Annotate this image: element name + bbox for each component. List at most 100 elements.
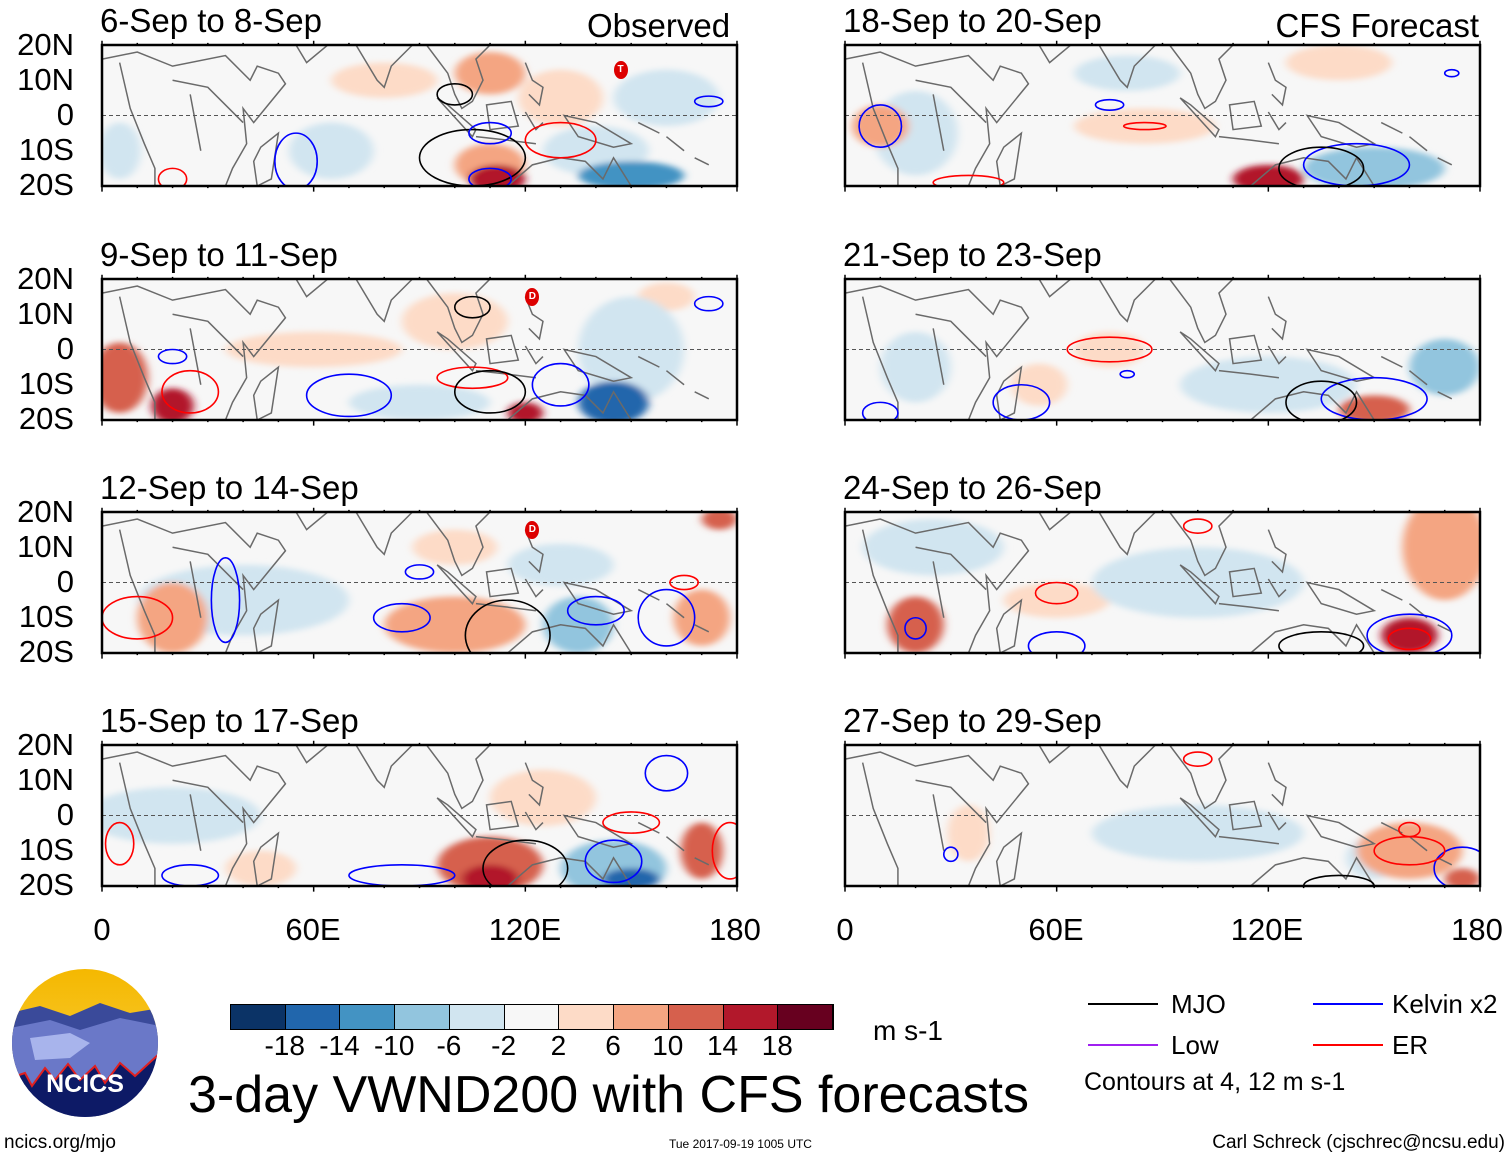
coastline bbox=[1381, 357, 1452, 399]
coastline bbox=[1268, 63, 1286, 105]
er-contour bbox=[1184, 752, 1212, 766]
wind-anomaly-region bbox=[1402, 512, 1480, 601]
coastline bbox=[173, 314, 244, 385]
map-panel bbox=[845, 45, 1480, 186]
kelvin-contour bbox=[1120, 371, 1134, 378]
wind-anomaly-region bbox=[1074, 108, 1216, 144]
footer-url[interactable]: ncics.org/mjo bbox=[4, 1132, 116, 1153]
lat-tick: 10S bbox=[18, 599, 74, 634]
mjo-contour bbox=[1304, 875, 1375, 896]
coastline bbox=[102, 52, 285, 186]
kelvin-line-swatch bbox=[1313, 1003, 1383, 1005]
kelvin-contour bbox=[863, 402, 898, 423]
coastline bbox=[1230, 801, 1262, 829]
lon-tick: 0 bbox=[836, 912, 854, 947]
coastline bbox=[863, 530, 898, 653]
coastline bbox=[356, 279, 412, 321]
kelvin-contour bbox=[1434, 847, 1490, 889]
wind-anomaly-region bbox=[673, 589, 730, 646]
coastline bbox=[916, 780, 987, 851]
colorbar-label: 14 bbox=[706, 1030, 739, 1061]
coastline bbox=[845, 519, 1028, 653]
colorbar-label: 10 bbox=[652, 1030, 684, 1061]
wind-anomaly-region bbox=[102, 122, 141, 179]
coastline bbox=[120, 297, 155, 420]
coastline bbox=[487, 568, 519, 596]
coastline bbox=[1230, 335, 1262, 363]
coastline bbox=[1307, 116, 1374, 148]
kelvin-contour bbox=[695, 96, 723, 107]
coastline bbox=[638, 123, 709, 165]
mjo-contour bbox=[420, 130, 526, 186]
coastline bbox=[1180, 98, 1219, 137]
mjo-contour bbox=[483, 840, 568, 896]
coastline bbox=[916, 547, 987, 618]
er-contour bbox=[1124, 123, 1166, 130]
figure-title: 3-day VWND200 with CFS forecasts bbox=[188, 1066, 1029, 1124]
panel-title: 24-Sep to 26-Sep bbox=[843, 469, 1102, 506]
colorbar-label: -14 bbox=[319, 1030, 360, 1061]
coastline bbox=[296, 27, 349, 62]
mjo-contour bbox=[1286, 381, 1357, 423]
coastline bbox=[356, 512, 412, 554]
wind-anomaly-region bbox=[1074, 55, 1181, 91]
wind-anomaly-region bbox=[1356, 822, 1463, 879]
legend-mjo: MJO bbox=[1171, 989, 1226, 1019]
lat-tick: 10N bbox=[17, 529, 74, 564]
wind-anomaly-region bbox=[862, 519, 1004, 576]
coastline bbox=[173, 780, 244, 851]
wind-anomaly-region bbox=[680, 822, 723, 879]
wind-anomaly-region bbox=[225, 850, 297, 886]
wind-anomaly-region bbox=[947, 804, 990, 862]
map-panel bbox=[102, 512, 737, 653]
coastline bbox=[437, 798, 476, 837]
kelvin-contour bbox=[905, 618, 926, 639]
lat-tick: 20S bbox=[18, 167, 74, 202]
lat-tick: 10S bbox=[18, 132, 74, 167]
kelvin-contour bbox=[158, 350, 186, 364]
forecast-label: CFS Forecast bbox=[1275, 7, 1479, 44]
coastline bbox=[296, 494, 349, 529]
mjo-contour bbox=[1279, 632, 1364, 660]
tropical-cyclone-icon: D bbox=[525, 287, 540, 306]
kelvin-contour bbox=[307, 374, 392, 416]
coastline bbox=[1180, 565, 1219, 604]
coastline bbox=[1251, 858, 1374, 886]
colorbar-swatch bbox=[285, 1005, 341, 1029]
colorbar-label: -18 bbox=[264, 1030, 305, 1061]
coastline bbox=[296, 727, 349, 762]
colorbar-label: -6 bbox=[436, 1030, 462, 1061]
er-contour bbox=[1036, 583, 1078, 604]
coastline bbox=[1180, 798, 1219, 837]
lat-tick: 0 bbox=[56, 97, 74, 132]
wind-anomaly-region bbox=[507, 402, 543, 420]
lat-tick: 10N bbox=[17, 296, 74, 331]
kelvin-contour bbox=[695, 297, 723, 311]
coastline bbox=[997, 133, 1022, 186]
er-contour bbox=[1399, 823, 1420, 837]
lat-tick: 20N bbox=[17, 27, 74, 62]
colorbar bbox=[230, 1004, 834, 1030]
coastline bbox=[1230, 568, 1262, 596]
coastline bbox=[1307, 583, 1374, 615]
coastline bbox=[508, 625, 631, 653]
colorbar-label: -10 bbox=[373, 1030, 415, 1061]
lat-tick: 0 bbox=[56, 331, 74, 366]
lat-tick: 20S bbox=[18, 401, 74, 436]
coastline bbox=[1219, 371, 1279, 378]
mjo-contour bbox=[465, 600, 550, 671]
kelvin-contour bbox=[645, 756, 687, 791]
kelvin-contour bbox=[638, 590, 694, 646]
wind-anomaly-region bbox=[1003, 582, 1110, 618]
wind-anomaly-region bbox=[613, 69, 720, 127]
kelvin-contour bbox=[1367, 614, 1452, 656]
coastline bbox=[1307, 816, 1374, 848]
lat-tick: 20N bbox=[17, 727, 74, 762]
wind-anomaly-region bbox=[331, 62, 438, 98]
lat-tick: 10S bbox=[18, 366, 74, 401]
er-contour bbox=[1388, 628, 1430, 649]
coastline bbox=[254, 600, 279, 653]
coastline bbox=[437, 565, 476, 604]
coastline bbox=[1170, 279, 1234, 342]
coastline bbox=[1307, 350, 1374, 382]
